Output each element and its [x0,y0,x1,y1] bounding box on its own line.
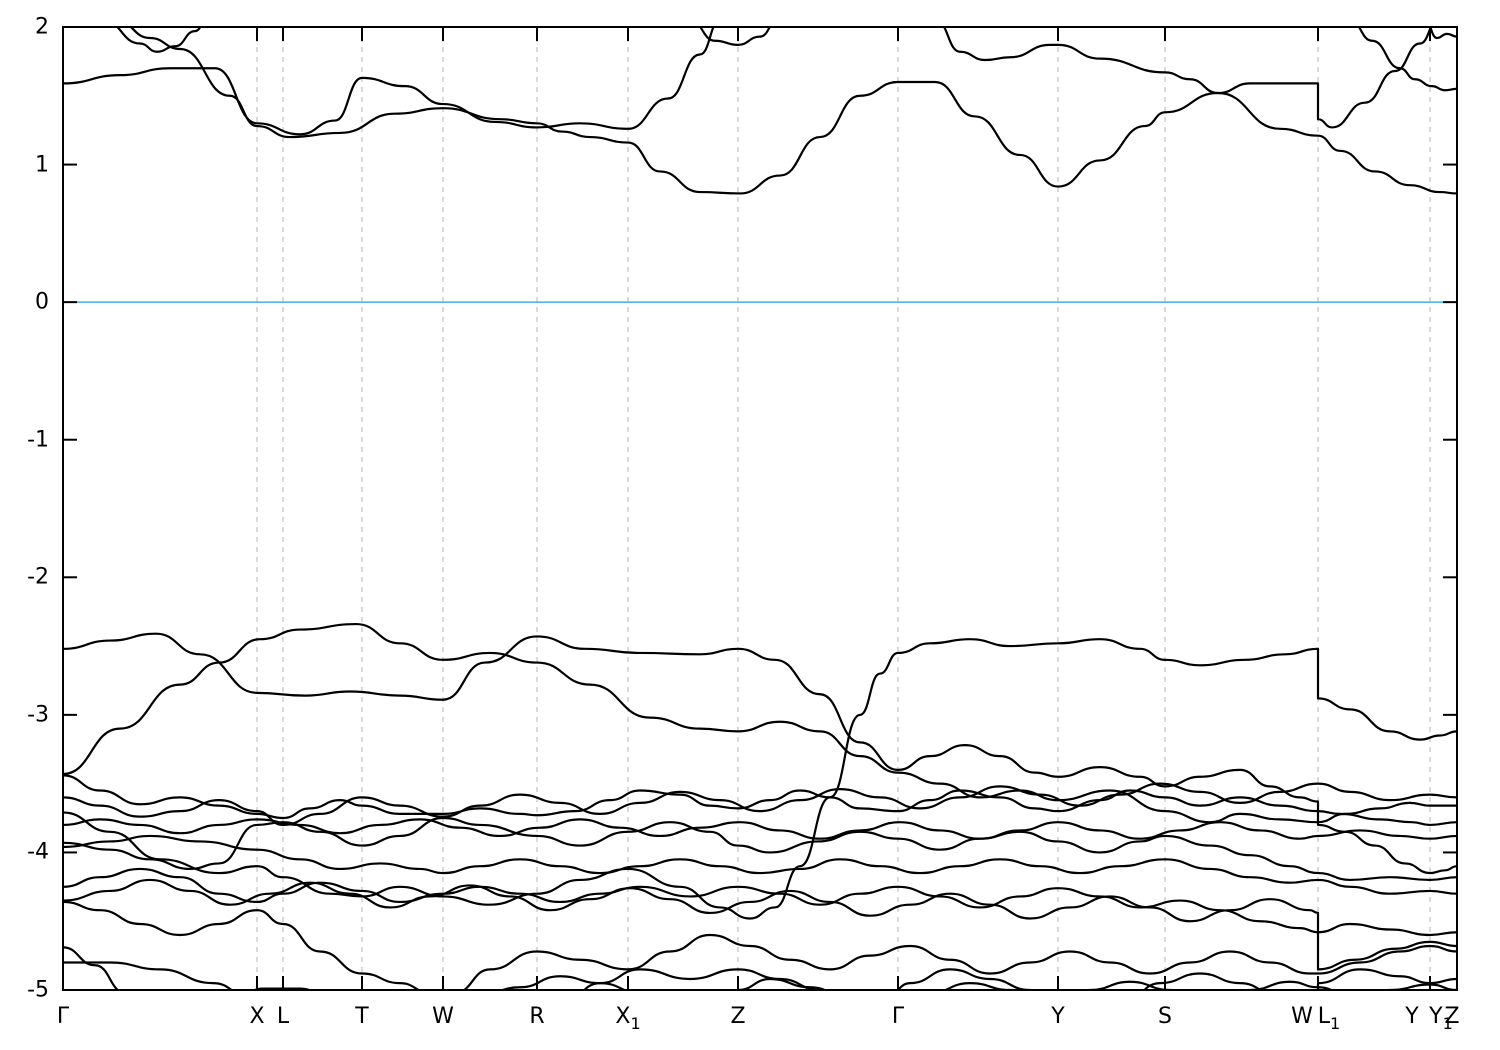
plot-border [62,26,1458,991]
band-val-4 [63,774,1457,827]
band-val-7 [63,867,1457,937]
band-cond-6 [1357,27,1457,92]
band-val-13 [63,782,1457,827]
kpoint-label-text: Y [1405,1004,1419,1029]
kpoint-label-14: Y1 [1429,1004,1453,1033]
band-curves [63,27,1457,990]
kpoint-label-text: W [432,1004,454,1029]
kpoint-label-text: L [276,1004,290,1029]
band-cond-1 [63,27,715,136]
y-tick-label--2: -2 [27,564,49,590]
kpoint-label-text: X [249,1004,265,1029]
y-tick-label--5: -5 [27,977,49,1003]
kpoint-label-1: X [249,1004,264,1029]
kpoint-label-15: Z [1444,1004,1459,1029]
kpoint-label-text: Γ [56,1004,70,1029]
kpoint-label-text: S [1158,1004,1172,1029]
kpoint-label-text: Z [730,1004,746,1029]
kpoint-label-7: Z [730,1004,745,1029]
kpoint-label-4: W [432,1004,454,1029]
kpoint-label-11: W [1291,1004,1313,1029]
kpoint-label-10: S [1158,1004,1172,1029]
kpoint-label-text: Γ [891,1004,905,1029]
kpoint-label-3: T [355,1004,368,1029]
kpoint-label-subscript: 1 [630,1014,641,1033]
y-tick-label--1: -1 [27,427,49,453]
kpoint-label-text: Z [1444,1004,1460,1029]
y-tick-label-1: 1 [35,152,49,178]
y-tick-label-0: 0 [35,289,49,315]
kpoint-label-2: L [277,1004,289,1029]
kpoint-label-text: W [1291,1004,1313,1029]
y-tick-label-2: 2 [35,14,49,40]
kpoint-label-8: Γ [892,1004,904,1029]
kpoint-label-13: Y [1405,1004,1418,1029]
band-cond-5 [942,27,1457,195]
band-val-8 [63,900,1457,990]
kpoint-label-subscript: 1 [1330,1014,1341,1033]
kpoint-label-6: X1 [615,1004,640,1033]
kpoint-label-text: X [615,1004,631,1029]
band-val-11 [63,878,1457,971]
kpoint-label-12: L1 [1318,1004,1340,1033]
kpoint-label-text: Y [1051,1004,1065,1029]
y-tick-label--3: -3 [27,702,49,728]
kpoint-label-0: Γ [57,1004,69,1029]
y-tick-label--4: -4 [27,839,49,865]
kpoint-label-text: L [1317,1004,1331,1029]
kpoint-label-text: R [529,1004,545,1029]
kpoint-label-9: Y [1051,1004,1064,1029]
band-cond-2 [115,27,202,53]
band-val-6 [63,834,1457,895]
band-cond-4 [698,27,772,46]
band-val-12 [63,818,1457,840]
kpoint-label-5: R [529,1004,544,1029]
kpoint-label-subscript: 1 [1442,1014,1453,1033]
band-val-2 [63,622,1457,824]
band-cond-3 [129,27,1433,195]
band-val-1 [63,632,1457,875]
kpoint-label-text: T [355,1004,369,1029]
kpoint-label-text: Y [1429,1004,1443,1029]
